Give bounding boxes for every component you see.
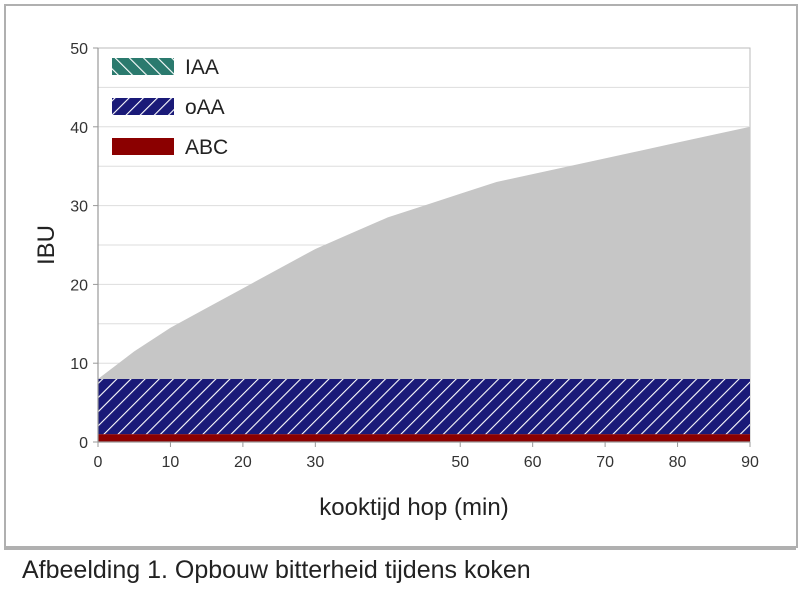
legend-swatch-iaa	[112, 58, 174, 75]
y-tick-label: 40	[70, 120, 88, 137]
x-tick-label: 0	[94, 454, 103, 471]
x-tick-label: 80	[669, 454, 687, 471]
figure-caption: Afbeelding 1. Opbouw bitterheid tijdens …	[22, 556, 531, 584]
legend-label-oaa: oAA	[185, 96, 225, 119]
caption-box	[4, 548, 796, 604]
y-tick-label: 20	[70, 277, 88, 294]
y-tick-label: 0	[79, 435, 88, 452]
legend-label-abc: ABC	[185, 136, 228, 159]
area-abc	[98, 434, 750, 442]
x-tick-label: 10	[162, 454, 180, 471]
area-series	[98, 126, 750, 442]
x-tick-label: 20	[234, 454, 252, 471]
x-tick-label: 30	[306, 454, 324, 471]
chart: 0 10 20 30 50 60 70 80 90 0 10 20 30 40 50 kooktijd hop…	[33, 41, 759, 521]
y-tick-label: 10	[70, 356, 88, 373]
y-axis-title: IBU	[33, 225, 60, 265]
x-tick-label: 50	[451, 454, 469, 471]
x-tick-label: 70	[596, 454, 614, 471]
x-tick-label: 90	[741, 454, 759, 471]
x-tick-label: 60	[524, 454, 542, 471]
area-iaa	[98, 126, 750, 379]
area-oaa	[98, 378, 750, 435]
legend-swatch-abc	[112, 138, 174, 155]
legend-label-iaa: IAA	[185, 56, 219, 79]
x-axis-title: kooktijd hop (min)	[319, 494, 508, 521]
axes: 0 10 20 30 50 60 70 80 90 0 10 20 30 40 50 kooktijd hop…	[33, 41, 759, 521]
legend-swatch-oaa	[112, 98, 174, 115]
legend: IAA oAA ABC	[112, 56, 228, 159]
y-tick-label: 50	[70, 41, 88, 58]
y-tick-label: 30	[70, 199, 88, 216]
